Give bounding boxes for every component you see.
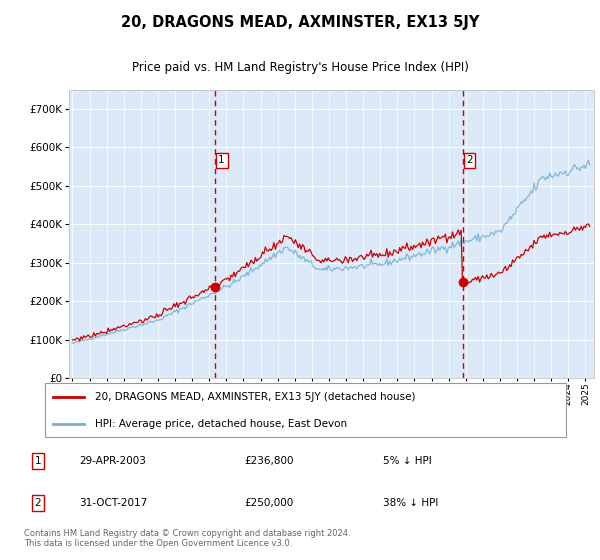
Text: 1: 1 xyxy=(34,456,41,465)
Text: 2: 2 xyxy=(34,498,41,507)
Text: £250,000: £250,000 xyxy=(245,498,294,507)
FancyBboxPatch shape xyxy=(44,383,566,437)
Text: 20, DRAGONS MEAD, AXMINSTER, EX13 5JY (detached house): 20, DRAGONS MEAD, AXMINSTER, EX13 5JY (d… xyxy=(95,391,415,402)
Text: 31-OCT-2017: 31-OCT-2017 xyxy=(79,498,148,507)
Text: £236,800: £236,800 xyxy=(245,456,295,465)
Text: 38% ↓ HPI: 38% ↓ HPI xyxy=(383,498,438,507)
Text: 20, DRAGONS MEAD, AXMINSTER, EX13 5JY: 20, DRAGONS MEAD, AXMINSTER, EX13 5JY xyxy=(121,15,479,30)
Text: 1: 1 xyxy=(218,155,225,165)
Text: HPI: Average price, detached house, East Devon: HPI: Average price, detached house, East… xyxy=(95,419,347,429)
Text: 2: 2 xyxy=(466,155,473,165)
Text: 29-APR-2003: 29-APR-2003 xyxy=(79,456,146,465)
Text: Contains HM Land Registry data © Crown copyright and database right 2024.
This d: Contains HM Land Registry data © Crown c… xyxy=(24,529,350,548)
Text: Price paid vs. HM Land Registry's House Price Index (HPI): Price paid vs. HM Land Registry's House … xyxy=(131,60,469,74)
Text: 5% ↓ HPI: 5% ↓ HPI xyxy=(383,456,431,465)
